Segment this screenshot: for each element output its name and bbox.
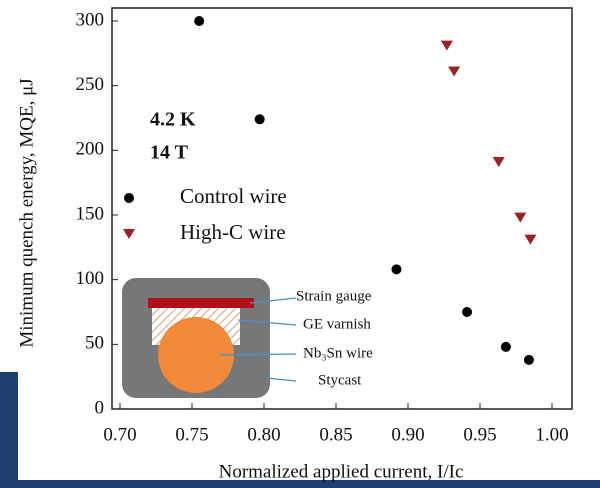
legend-marker bbox=[123, 229, 135, 239]
leader bbox=[237, 319, 297, 326]
annotation: 14 T bbox=[150, 142, 189, 164]
legend-label: High-C wire bbox=[180, 220, 286, 244]
point bbox=[523, 354, 534, 365]
point bbox=[440, 40, 453, 51]
y-tick-label: 200 bbox=[76, 139, 105, 160]
point bbox=[462, 307, 473, 317]
inset-gauge bbox=[148, 298, 254, 308]
leader bbox=[219, 353, 297, 356]
point bbox=[514, 212, 527, 223]
x-tick-label: 0.85 bbox=[319, 424, 352, 445]
point bbox=[254, 114, 265, 125]
inset-label: Strain gauge bbox=[296, 288, 372, 304]
inset-wire bbox=[158, 317, 234, 393]
y-tick-label: 0 bbox=[95, 397, 105, 418]
background-strip bbox=[18, 480, 600, 488]
leader bbox=[249, 297, 297, 304]
point bbox=[448, 66, 461, 77]
y-tick-label: 100 bbox=[76, 268, 105, 289]
x-axis-label: Normalized applied current, I/Ic bbox=[219, 461, 464, 482]
point bbox=[500, 341, 511, 352]
plot-frame bbox=[111, 7, 573, 410]
x-tick-label: 0.70 bbox=[103, 424, 136, 445]
x-tick-label: 1.00 bbox=[535, 424, 568, 445]
point bbox=[492, 156, 505, 167]
inset: Strain gauge GE varnish Nb₃Sn wire Styca… bbox=[122, 278, 373, 398]
x-tick-label: 0.80 bbox=[247, 424, 280, 445]
y-axis-label: Minimum quench energy, MQE, μJ bbox=[16, 78, 37, 347]
annotation: 4.2 K bbox=[150, 109, 196, 131]
legend-label: Control wire bbox=[180, 184, 287, 208]
inset-label: GE varnish bbox=[303, 316, 371, 332]
point bbox=[194, 16, 205, 26]
y-tick-label: 150 bbox=[76, 203, 105, 224]
point bbox=[524, 234, 537, 245]
x-tick-label: 0.90 bbox=[391, 424, 424, 445]
point bbox=[391, 264, 402, 275]
leader bbox=[265, 377, 297, 382]
y-tick-label: 300 bbox=[76, 9, 105, 30]
y-tick-label: 50 bbox=[85, 333, 104, 354]
inset-label: Stycast bbox=[318, 372, 362, 388]
x-tick-label: 0.95 bbox=[463, 424, 496, 445]
background-strip bbox=[0, 372, 18, 488]
legend-marker bbox=[124, 193, 134, 203]
y-tick-label: 250 bbox=[76, 74, 105, 95]
x-tick-label: 0.75 bbox=[175, 424, 208, 445]
inset-label: Nb₃Sn wire bbox=[303, 345, 373, 361]
